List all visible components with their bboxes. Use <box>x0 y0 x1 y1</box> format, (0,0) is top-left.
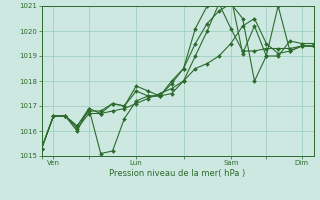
X-axis label: Pression niveau de la mer( hPa ): Pression niveau de la mer( hPa ) <box>109 169 246 178</box>
